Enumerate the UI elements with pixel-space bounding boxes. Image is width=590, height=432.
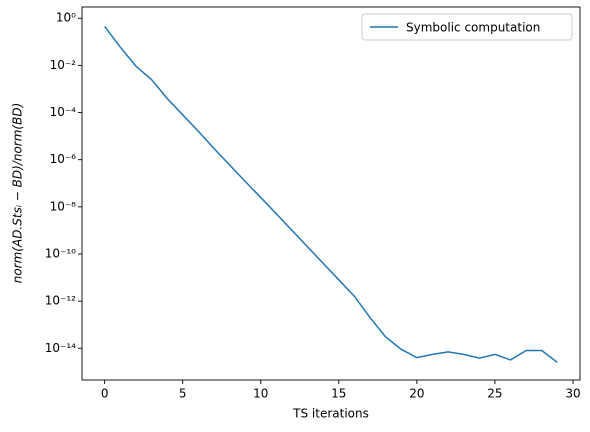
y-tick-label: 10⁻¹⁰ [45, 246, 76, 260]
x-axis-label: TS iterations [292, 407, 369, 421]
x-tick-label: 25 [487, 387, 502, 401]
legend-label: Symbolic computation [406, 21, 540, 35]
x-tick-label: 20 [409, 387, 424, 401]
y-tick-label: 10⁻² [50, 58, 77, 72]
x-tick-label: 30 [565, 387, 580, 401]
plot-frame [81, 6, 581, 381]
y-tick-label: 10⁰ [56, 11, 76, 25]
y-tick-label: 10⁻⁴ [50, 105, 77, 119]
x-tick-label: 15 [331, 387, 346, 401]
y-tick-label: 10⁻¹⁴ [45, 341, 76, 355]
y-tick-label: 10⁻⁸ [50, 199, 77, 213]
x-tick-label: 10 [253, 387, 268, 401]
x-tick-label: 5 [179, 387, 187, 401]
data-line [104, 25, 558, 364]
y-axis-label: norm(AD.Stsᵢ − BD)/norm(BD) [11, 103, 25, 284]
y-tick-label: 10⁻¹² [45, 294, 76, 308]
x-tick-label: 0 [101, 387, 109, 401]
y-tick-label: 10⁻⁶ [50, 152, 77, 166]
legend-box [361, 13, 573, 41]
